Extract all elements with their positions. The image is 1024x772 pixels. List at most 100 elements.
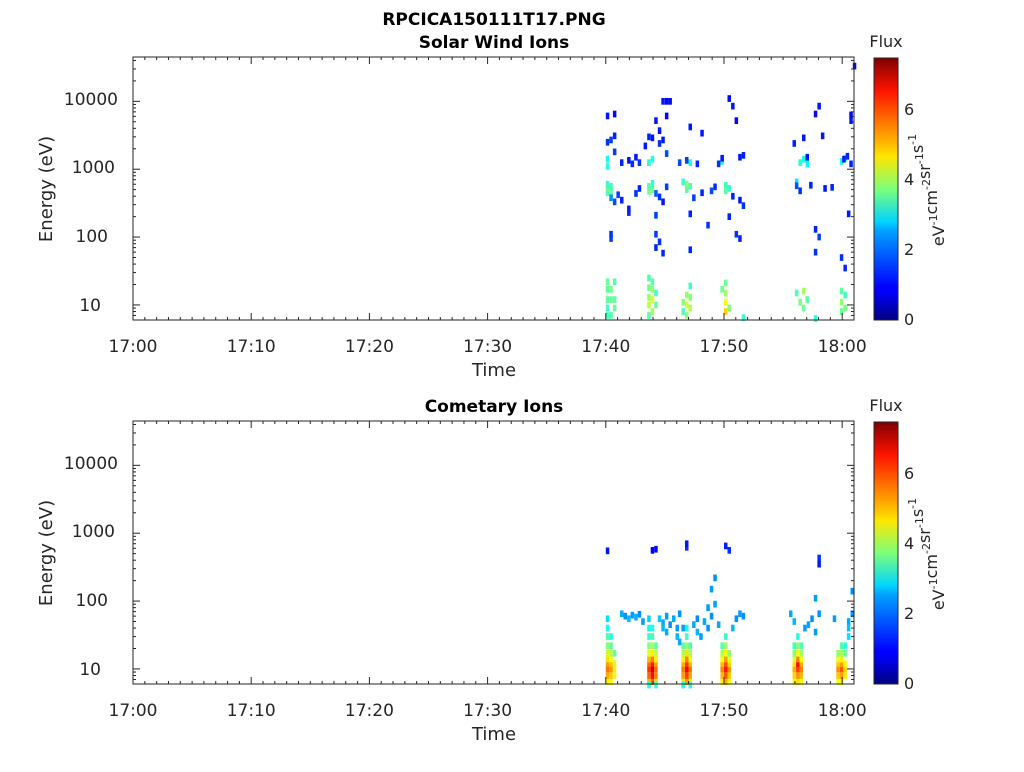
heatmap-cell [810,615,814,623]
heatmap-cell [605,163,610,170]
heatmap-cell [609,136,613,144]
heatmap-cell [609,286,613,293]
heatmap-cell [839,650,844,657]
heatmap-cell [720,286,724,293]
heatmap-cell [727,304,731,312]
heatmap-cell [794,182,799,190]
heatmap-cell [685,678,689,685]
heatmap-cell [647,660,651,667]
colorbar-title: Flux [869,396,902,415]
heatmap-cell [612,110,617,118]
heatmap-cell [627,205,631,213]
y-axis-label: Energy (eV) [36,136,57,242]
heatmap-cell [727,95,731,102]
heatmap-cell [836,672,840,679]
y-tick-label: 100 [76,227,108,247]
heatmap-cell [738,235,742,242]
heatmap-cell [702,618,707,625]
heatmap-cell [634,190,638,197]
heatmap-cell [616,191,620,199]
heatmap-cell [657,193,662,201]
heatmap-cell [650,296,655,303]
colorbar-gradient [873,421,899,685]
heatmap-cell [716,160,721,168]
heatmap-cell [612,148,617,156]
heatmap-cell [605,633,610,640]
heatmap-cell [685,157,689,164]
heatmap-cell [685,186,689,193]
heatmap-cell [685,540,689,548]
heatmap-cell [650,633,655,640]
heatmap-cell [623,612,627,620]
heatmap-cell [612,296,617,303]
heatmap-cell [685,180,689,188]
heatmap-cell [849,160,853,168]
heatmap-cell [627,615,631,623]
heatmap-cell [843,672,847,679]
heatmap-cell [654,244,658,251]
x-axis-label: Time [471,360,516,381]
x-tick-label: 18:00 [818,701,867,721]
heatmap-cell [849,111,853,119]
heatmap-cell [647,678,651,685]
heatmap-cell [612,672,617,679]
heatmap-cell [664,150,669,157]
heatmap-cell [650,547,655,554]
heatmap-cell [627,209,631,216]
heatmap-cell [650,134,655,142]
heatmap-cell [688,650,692,657]
heatmap-cell [706,604,710,611]
x-tick-label: 17:10 [227,337,276,357]
heatmap-cell [612,660,617,667]
heatmap-cell [605,278,610,286]
heatmap-cell [792,140,796,147]
heatmap-cell [843,665,847,673]
heatmap-cell [839,665,844,673]
heatmap-cell [605,112,610,120]
heatmap-cell [813,248,818,256]
heatmap-cell [685,660,689,667]
heatmap-cell [688,293,692,301]
panel-title-solar-wind: Solar Wind Ions [419,33,570,53]
heatmap-cell [796,650,800,657]
heatmap-cell [688,660,692,667]
heatmap-cell [724,181,728,189]
heatmap-cell [720,655,724,663]
heatmap-cell [843,264,847,272]
heatmap-cell [688,282,692,290]
heatmap-cell [605,547,610,555]
heatmap-cell [727,660,731,667]
heatmap-cell [716,621,721,628]
colorbar-cometary: Flux 0 2 4 6 eV-1cm-2sr-1s-1 [869,396,948,693]
heatmap-cell [706,221,710,229]
heatmap-cell [650,155,655,163]
heatmap-cell [727,678,731,685]
heatmap-cell [605,615,610,623]
heatmap-cell [794,178,799,186]
heatmap-cell [724,187,728,195]
heatmap-cell [700,189,704,197]
heatmap-cell [650,665,655,673]
heatmap-cell [839,308,844,315]
heatmap-cell [612,198,617,206]
heatmap-cells-cometary [605,540,854,689]
heatmap-cell [724,678,728,685]
heatmap-cell [647,284,651,291]
x-tick-label: 17:30 [463,337,512,357]
x-tick-label: 17:00 [109,701,158,721]
heatmap-cell [842,155,846,163]
heatmap-cell [799,678,804,685]
heatmap-cell [654,230,658,238]
heatmap-cell [609,650,613,657]
heatmap-cell [709,585,714,593]
heatmap-cell [647,665,651,673]
heatmap-cell [657,238,662,246]
heatmap-cell [688,672,692,679]
heatmap-cell [685,672,689,679]
colorbar-gradient [873,57,899,321]
x-tick-label: 17:50 [700,701,749,721]
heatmap-cell [661,198,665,206]
heatmap-cell [605,312,610,319]
heatmap-cell [685,633,689,640]
heatmap-cell [661,624,665,632]
